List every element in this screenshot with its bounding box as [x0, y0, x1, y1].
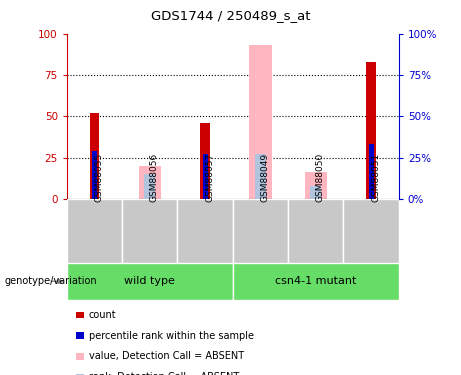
- Bar: [310, 186, 321, 199]
- Bar: [139, 166, 161, 199]
- Bar: [89, 113, 100, 199]
- Text: csn4-1 mutant: csn4-1 mutant: [275, 276, 356, 286]
- Bar: [233, 262, 399, 300]
- Bar: [203, 154, 207, 199]
- Text: GDS1744 / 250489_s_at: GDS1744 / 250489_s_at: [151, 9, 310, 22]
- Bar: [366, 62, 376, 199]
- Text: count: count: [89, 310, 117, 320]
- Bar: [305, 172, 327, 199]
- Text: GSM88055: GSM88055: [95, 153, 104, 202]
- Bar: [249, 45, 272, 199]
- Text: GSM88050: GSM88050: [316, 153, 325, 202]
- Text: GSM88056: GSM88056: [150, 153, 159, 202]
- Text: GSM88051: GSM88051: [371, 153, 380, 202]
- Bar: [200, 123, 210, 199]
- Bar: [177, 199, 233, 262]
- Bar: [67, 262, 233, 300]
- Text: GSM88049: GSM88049: [260, 153, 270, 202]
- Bar: [369, 144, 373, 199]
- Text: percentile rank within the sample: percentile rank within the sample: [89, 331, 254, 340]
- Bar: [92, 151, 97, 199]
- Bar: [122, 199, 177, 262]
- Text: value, Detection Call = ABSENT: value, Detection Call = ABSENT: [89, 351, 244, 361]
- Text: rank, Detection Call = ABSENT: rank, Detection Call = ABSENT: [89, 372, 239, 375]
- Bar: [67, 199, 122, 262]
- Text: wild type: wild type: [124, 276, 175, 286]
- Text: genotype/variation: genotype/variation: [5, 276, 97, 286]
- Bar: [288, 199, 343, 262]
- Bar: [255, 154, 266, 199]
- Bar: [233, 199, 288, 262]
- Text: GSM88057: GSM88057: [205, 153, 214, 202]
- Bar: [343, 199, 399, 262]
- Bar: [144, 174, 155, 199]
